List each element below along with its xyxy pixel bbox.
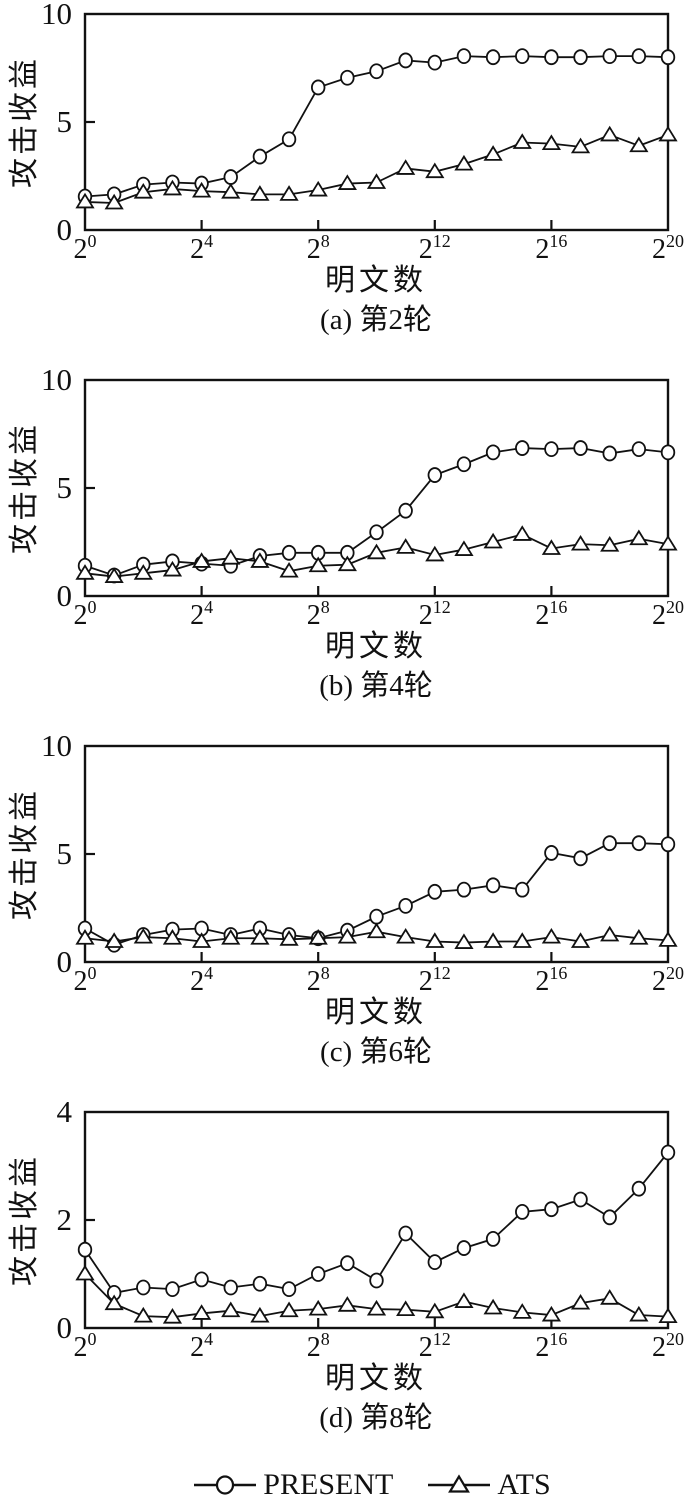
ats-line-triangle-marker-icon	[428, 1474, 491, 1493]
svg-text:0: 0	[57, 212, 73, 247]
svg-text:20: 20	[74, 963, 97, 992]
svg-text:20: 20	[74, 597, 97, 626]
svg-text:28: 28	[307, 231, 330, 260]
svg-text:216: 216	[535, 963, 567, 992]
legend-label-present: PRESENT	[263, 1468, 394, 1501]
plot-area-round6: 0 5 10 20 24 28 212 216 220	[41, 732, 684, 992]
subplot-caption-a: (a) 第2轮	[320, 304, 432, 336]
svg-text:212: 212	[419, 1329, 451, 1358]
x-axis-label-row: 明文数	[0, 628, 700, 666]
legend: PRESENT ATS	[22, 1464, 700, 1506]
subplot-b-round4: 攻击收益 0 5 10 20 24 28 212 216 220 明文数 (b) 第4轮	[0, 366, 700, 710]
subplot-caption-row: (c) 第6轮	[0, 1032, 700, 1072]
subplot-caption-b: (b) 第4轮	[319, 670, 433, 702]
plot-area-round2: 0 5 10 20 24 28 212 216 220	[41, 0, 684, 260]
plot-area-round4: 0 5 10 20 24 28 212 216 220	[41, 366, 684, 626]
svg-text:0: 0	[57, 1310, 73, 1345]
svg-text:20: 20	[74, 1329, 97, 1358]
present-line-circle-marker-icon	[194, 1475, 257, 1495]
legend-item-ats: ATS	[427, 1468, 551, 1502]
svg-text:5: 5	[57, 470, 73, 505]
subplot-caption-row: (b) 第4轮	[0, 666, 700, 706]
svg-text:5: 5	[57, 836, 73, 871]
x-axis-label: 明文数	[325, 630, 427, 663]
svg-text:212: 212	[419, 963, 451, 992]
svg-text:212: 212	[419, 231, 451, 260]
svg-text:28: 28	[307, 1329, 330, 1358]
svg-text:0: 0	[57, 578, 73, 613]
subplot-caption-row: (d) 第8轮	[0, 1398, 700, 1438]
svg-text:10: 10	[41, 0, 72, 31]
svg-text:220: 220	[652, 231, 684, 260]
subplot-d-round8: 攻击收益 0 2 4 20 24 28 212 216 220 明文数 (d) 第8轮	[0, 1098, 700, 1442]
subplot-caption-c: (c) 第6轮	[320, 1036, 432, 1068]
x-axis-label-row: 明文数	[0, 994, 700, 1032]
svg-text:24: 24	[190, 1329, 213, 1358]
svg-text:5: 5	[57, 104, 73, 139]
svg-text:20: 20	[74, 231, 97, 260]
x-axis-label-row: 明文数	[0, 262, 700, 300]
x-axis-label: 明文数	[325, 996, 427, 1029]
svg-text:28: 28	[307, 963, 330, 992]
subplot-caption-row: (a) 第2轮	[0, 300, 700, 340]
legend-label-ats: ATS	[497, 1468, 551, 1501]
svg-text:216: 216	[535, 597, 567, 626]
svg-text:216: 216	[535, 1329, 567, 1358]
svg-text:216: 216	[535, 231, 567, 260]
svg-text:2: 2	[57, 1202, 73, 1237]
svg-text:24: 24	[190, 963, 213, 992]
subplot-a-round2: 攻击收益 0 5 10 20 24 28 212 216 220 明文数 (a) 第2轮	[0, 0, 700, 344]
x-axis-label-row: 明文数	[0, 1360, 700, 1398]
svg-text:220: 220	[652, 963, 684, 992]
subplot-caption-d: (d) 第8轮	[319, 1402, 433, 1434]
svg-text:24: 24	[190, 231, 213, 260]
legend-item-present: PRESENT	[193, 1468, 393, 1502]
svg-text:220: 220	[652, 1329, 684, 1358]
svg-text:0: 0	[57, 944, 73, 979]
x-axis-label: 明文数	[325, 1362, 427, 1395]
x-axis-label: 明文数	[325, 264, 427, 297]
svg-text:4: 4	[57, 1098, 73, 1129]
svg-text:24: 24	[190, 597, 213, 626]
svg-text:10: 10	[41, 732, 72, 763]
svg-text:212: 212	[419, 597, 451, 626]
svg-text:28: 28	[307, 597, 330, 626]
subplot-c-round6: 攻击收益 0 5 10 20 24 28 212 216 220 明文数 (c) 第6轮	[0, 732, 700, 1076]
svg-text:220: 220	[652, 597, 684, 626]
svg-text:10: 10	[41, 366, 72, 397]
